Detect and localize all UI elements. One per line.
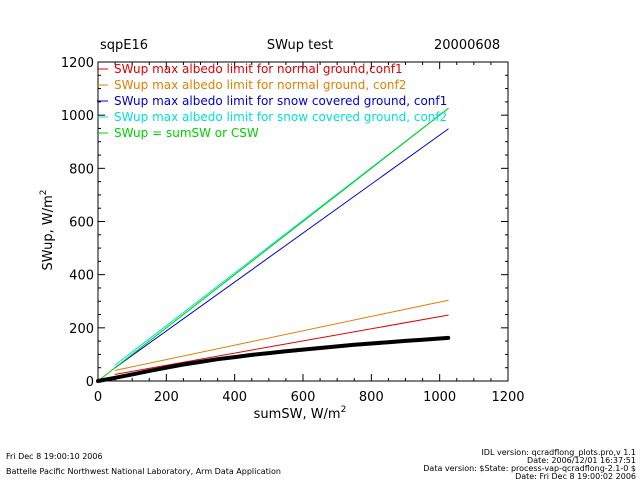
- date-label: 20000608: [434, 38, 501, 53]
- y-tick-label: 200: [69, 322, 94, 337]
- legend-entry: SWup max albedo limit for snow covered g…: [114, 94, 447, 108]
- x-tick-label: 600: [291, 390, 316, 405]
- x-axis-label: sumSW, W/m2: [254, 405, 347, 422]
- series-line-2: [114, 299, 449, 371]
- series-line-5: [97, 108, 449, 382]
- footer-timestamp: Fri Dec 8 19:00:10 2006: [6, 452, 103, 461]
- series-line-3: [114, 128, 449, 369]
- axes-layer: 0 200 400 600 800 1000 1200 0 200 400 600 800 1000 12…: [61, 56, 525, 405]
- y-tick-label: 800: [69, 162, 94, 177]
- x-tick-label: 400: [222, 390, 247, 405]
- footer-idl-date: Date: 2006/12/01 16:37:51: [527, 456, 636, 465]
- y-axis-label: SWup, W/m2: [39, 189, 56, 270]
- y-tick-label: 1200: [61, 56, 94, 71]
- site-label: sqpE16: [100, 38, 149, 53]
- series-line-1: [114, 314, 449, 375]
- x-tick-label: 1200: [491, 390, 524, 405]
- y-tick-label: 400: [69, 269, 94, 284]
- x-tick-label: 800: [359, 390, 384, 405]
- footer-data-version: Data version: $State: process-vap-qcradf…: [423, 464, 636, 473]
- x-tick-label: 0: [94, 390, 102, 405]
- legend-entry: SWup max albedo limit for normal ground,…: [114, 78, 406, 92]
- series-line-6: [96, 335, 451, 383]
- footer-idl-version: IDL version: qcradflong_plots.pro,v 1.1: [481, 448, 636, 457]
- x-tick-label: 200: [154, 390, 179, 405]
- legend-entry: SWup max albedo limit for normal ground,…: [114, 62, 403, 76]
- y-tick-label: 1000: [61, 109, 94, 124]
- footer-institution: Battelle Pacific Northwest National Labo…: [6, 467, 281, 476]
- series-layer: [96, 108, 451, 383]
- legend-entry: SWup = sumSW or CSW: [114, 126, 259, 140]
- legend-entry: SWup max albedo limit for snow covered g…: [114, 110, 447, 124]
- legend: SWup max albedo limit for normal ground,…: [97, 62, 447, 140]
- x-tick-label: 1000: [423, 390, 456, 405]
- footer-run-date: Date: Fri Dec 8 19:00:02 2006: [515, 472, 636, 481]
- chart-title: SWup test: [266, 38, 334, 53]
- y-tick-label: 600: [69, 216, 94, 231]
- y-tick-label: 0: [86, 375, 94, 390]
